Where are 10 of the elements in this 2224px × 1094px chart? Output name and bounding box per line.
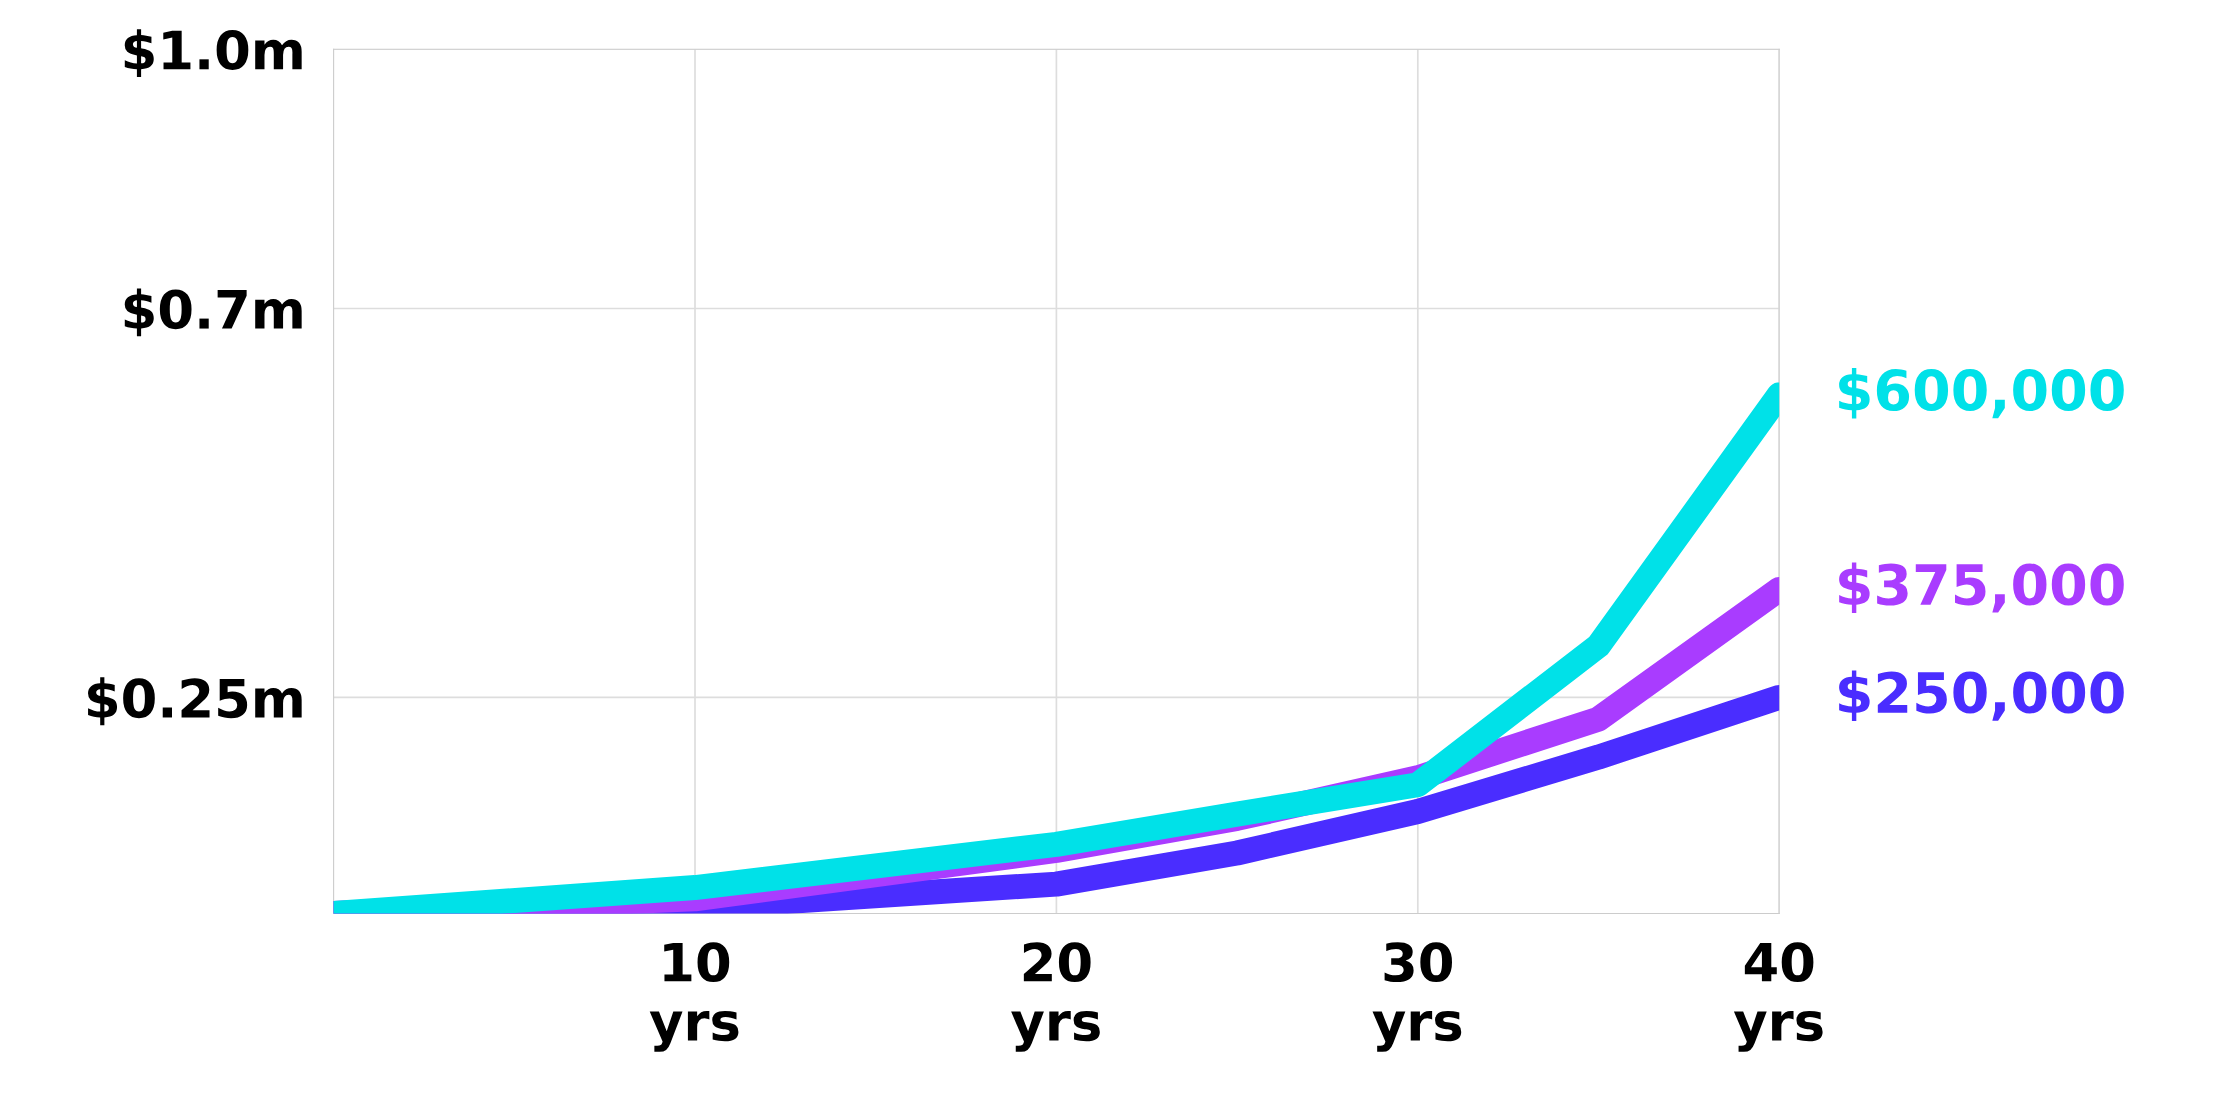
x-tick-label: 30 yrs [1372, 942, 1462, 1052]
data-label: $250,000 [1839, 670, 2124, 721]
x-tick-label: 10 yrs [649, 942, 739, 1052]
y-tick-label: $0.7m [124, 288, 302, 337]
data-label: $600,000 [1839, 368, 2124, 419]
y-tick-label: $1.0m [124, 29, 302, 78]
x-tick-label: 40 yrs [1733, 942, 1823, 1052]
data-label: $375,000 [1839, 562, 2124, 613]
x-tick-label: 20 yrs [1011, 942, 1100, 1052]
y-tick-label: $0.25m [88, 677, 302, 726]
